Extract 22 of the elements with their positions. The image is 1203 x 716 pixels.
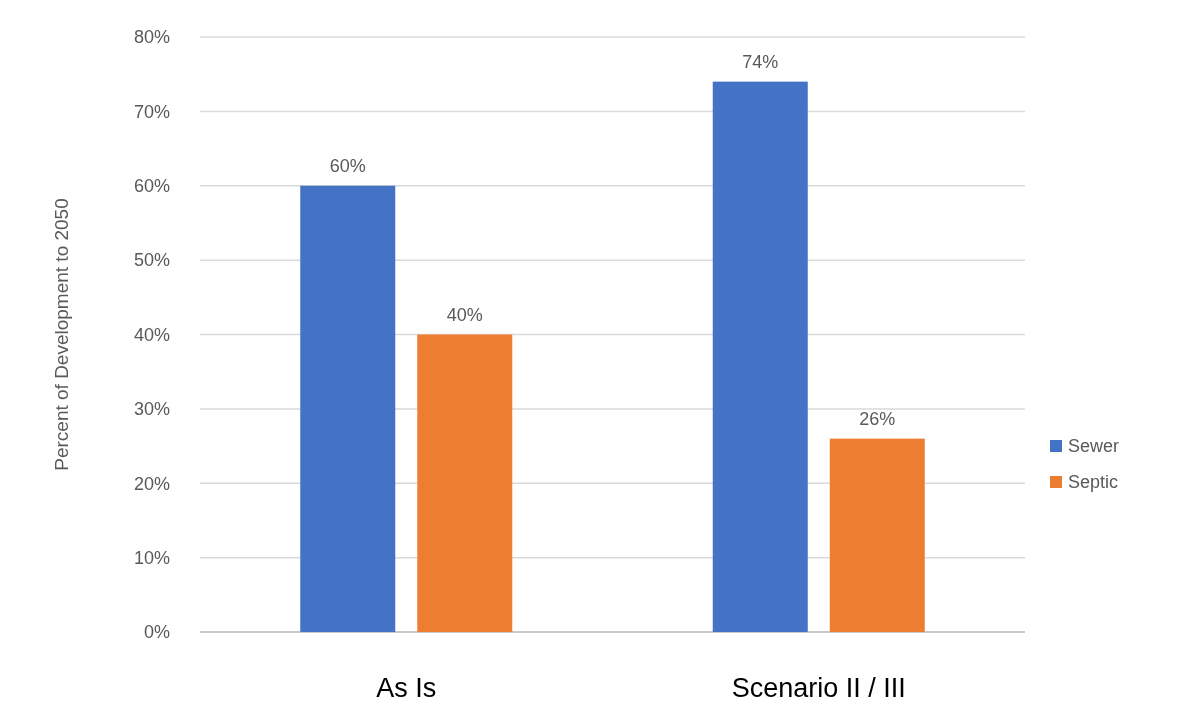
legend-label: Septic bbox=[1068, 472, 1119, 493]
y-tick-label: 30% bbox=[133, 399, 170, 420]
data-label: 74% bbox=[742, 51, 779, 72]
data-label: 26% bbox=[859, 408, 896, 429]
y-tick-label: 80% bbox=[133, 27, 170, 48]
bar bbox=[829, 438, 925, 632]
bar bbox=[712, 81, 808, 632]
y-tick-label: 70% bbox=[133, 101, 170, 122]
legend-label: Sewer bbox=[1068, 436, 1120, 457]
data-label: 60% bbox=[329, 155, 366, 176]
x-tick-label: As Is bbox=[376, 673, 437, 703]
y-tick-label: 60% bbox=[133, 176, 170, 197]
bar bbox=[300, 185, 396, 632]
x-tick-label: Scenario II / III bbox=[731, 673, 906, 703]
data-label: 40% bbox=[446, 304, 483, 325]
y-tick-label: 10% bbox=[133, 547, 170, 568]
y-tick-label: 0% bbox=[143, 622, 170, 643]
y-tick-label: 40% bbox=[133, 324, 170, 345]
y-axis-title: Percent of Development to 2050 bbox=[51, 198, 72, 471]
y-tick-label: 20% bbox=[133, 473, 170, 494]
bar bbox=[417, 334, 513, 632]
y-tick-label: 50% bbox=[133, 250, 170, 271]
